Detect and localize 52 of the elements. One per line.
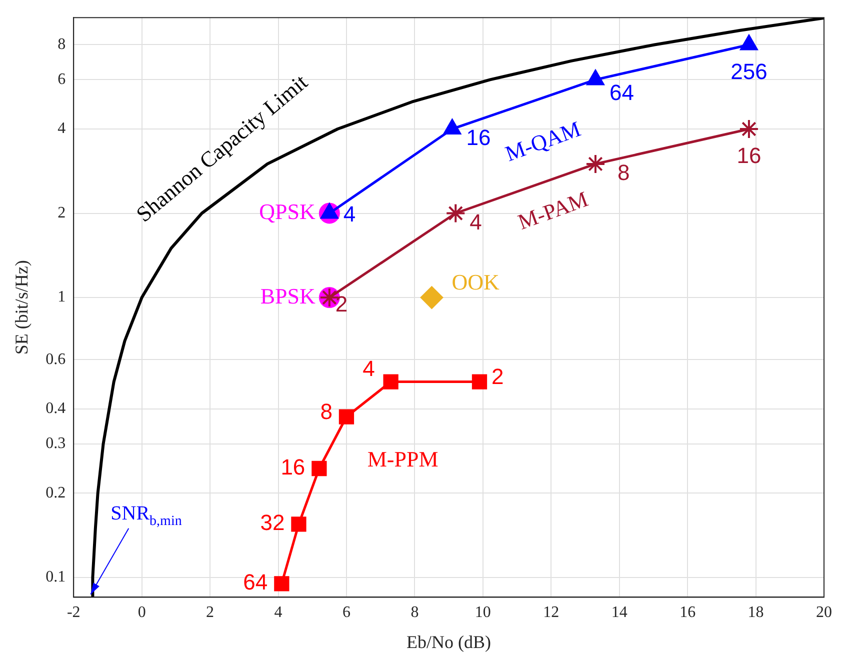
annotation: 8 [617, 160, 630, 186]
annotation: 4 [343, 201, 356, 226]
annotation: 16 [736, 143, 762, 168]
x-tick-label: 12 [543, 604, 560, 622]
x-tick-label: 16 [680, 604, 696, 622]
annotation: 2 [335, 292, 348, 317]
x-tick-label: 0 [138, 604, 146, 622]
y-tick-label: 1 [58, 288, 66, 306]
series-label: M-PPM [367, 446, 438, 472]
y-tick-label: 0.6 [46, 350, 66, 368]
annotation: 8 [320, 398, 332, 424]
y-tick-label: 2 [58, 204, 66, 222]
series-label: QPSK [259, 199, 316, 224]
point [420, 286, 444, 310]
y-tick-label: 0.1 [46, 568, 66, 586]
point [338, 409, 354, 424]
y-tick-label: 8 [58, 36, 66, 53]
point [446, 203, 466, 224]
y-axis-title: SE (bit/s/Hz) [12, 260, 32, 355]
y-tick-label: 4 [58, 120, 66, 138]
x-tick-label: -2 [66, 604, 80, 622]
series-label: BPSK [260, 283, 316, 308]
point [585, 154, 606, 174]
annotation: 32 [260, 510, 285, 536]
y-tick-label: 0.4 [46, 400, 66, 418]
y-tick-label: 0.3 [46, 435, 66, 452]
series-label: OOK [452, 269, 500, 294]
y-tick-label: 6 [58, 70, 66, 88]
annotation: 64 [609, 80, 634, 105]
x-tick-label: 4 [274, 604, 282, 622]
x-axis-title: Eb/No (dB) [406, 632, 492, 652]
x-tick-label: 8 [410, 604, 419, 622]
annotation: 64 [243, 570, 268, 595]
annotation: 4 [362, 356, 375, 381]
point [312, 460, 327, 476]
annotation: 4 [470, 209, 482, 234]
x-tick-label: 10 [474, 604, 491, 622]
x-tick-label: 18 [748, 604, 764, 622]
x-tick-label: 6 [342, 604, 350, 622]
y-tick-label: 0.2 [46, 484, 66, 502]
point [738, 118, 759, 139]
annotation: 256 [730, 58, 768, 84]
annotation: 2 [492, 364, 504, 389]
point [383, 374, 398, 390]
annotation: 16 [466, 125, 491, 150]
annotation: 16 [280, 454, 306, 480]
point [291, 516, 306, 532]
point [274, 576, 290, 592]
x-tick-label: 2 [206, 604, 214, 622]
x-tick-label: 14 [611, 604, 628, 622]
x-tick-label: 20 [816, 604, 832, 622]
point [472, 374, 488, 390]
